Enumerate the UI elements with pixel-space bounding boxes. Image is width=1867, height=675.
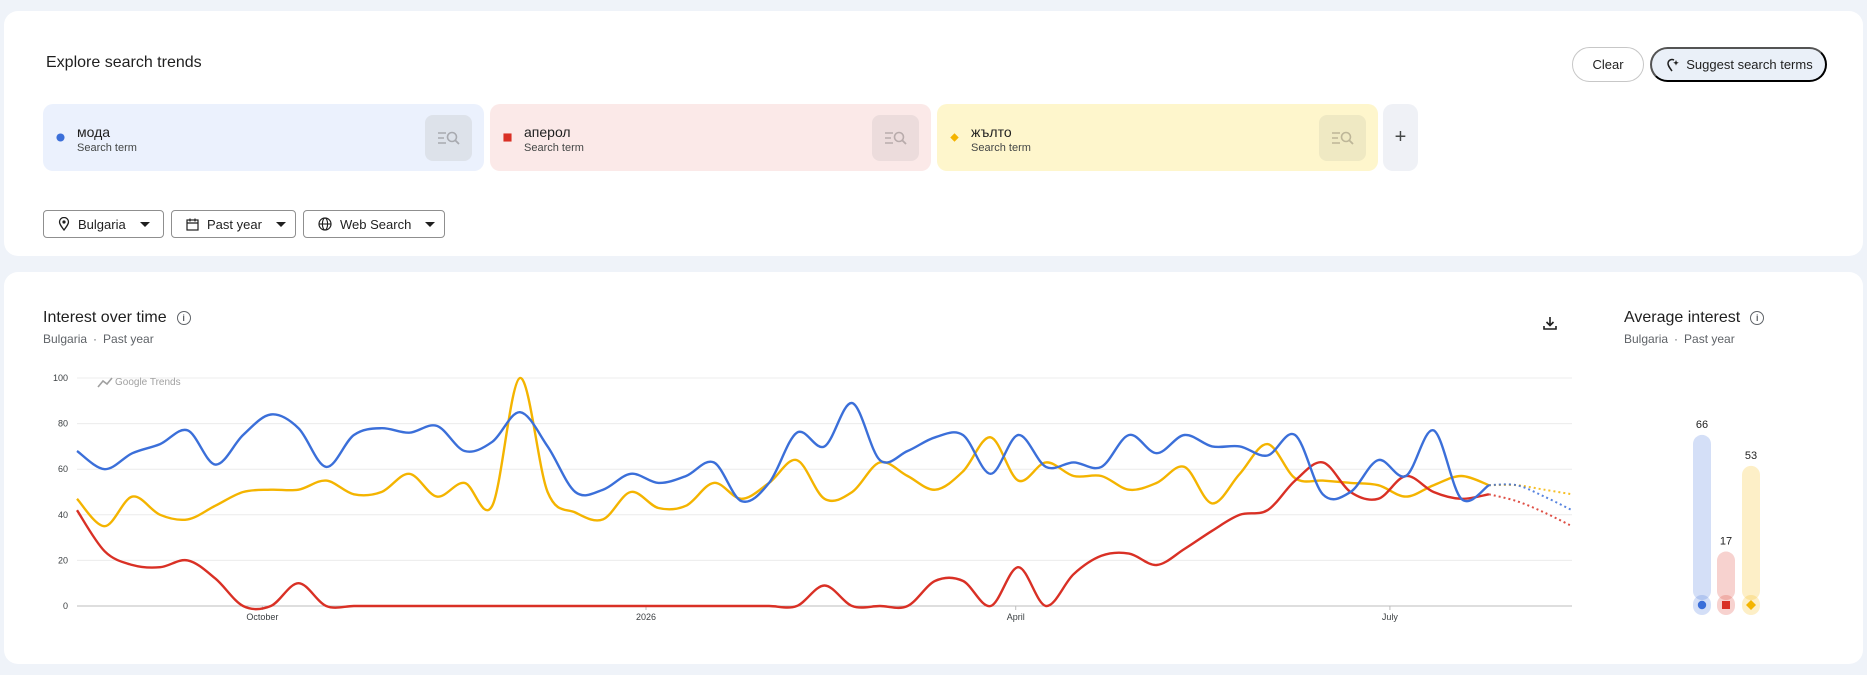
separator-dot: ·: [1674, 332, 1679, 346]
average-period: Past year: [1684, 332, 1735, 346]
square-marker-icon: [503, 133, 512, 142]
y-tick-label: 60: [58, 464, 68, 474]
location-filter[interactable]: Bulgaria: [43, 210, 164, 238]
add-term-button[interactable]: +: [1383, 104, 1418, 171]
info-icon[interactable]: i: [176, 311, 191, 325]
watermark-text: Google Trends: [115, 377, 181, 388]
search-term-card-1[interactable]: мода Search term: [43, 104, 484, 171]
y-tick-label: 0: [63, 601, 68, 611]
term-name[interactable]: жълто: [971, 124, 1012, 140]
x-tick-label: October: [246, 612, 278, 622]
x-tick-label: July: [1382, 612, 1399, 622]
diamond-marker-icon: [1746, 600, 1756, 610]
term-search-button[interactable]: [872, 115, 919, 161]
series-projection-3: [1488, 483, 1573, 496]
average-interest-title: Average interest i: [1624, 309, 1765, 327]
suggest-search-terms-button[interactable]: Suggest search terms: [1650, 47, 1827, 82]
calendar-icon: [186, 218, 199, 231]
explore-title: Explore search trends: [46, 54, 202, 71]
property-filter[interactable]: Web Search: [303, 210, 445, 238]
sparkle-pin-icon: [1667, 58, 1680, 71]
term-search-button[interactable]: [1319, 115, 1366, 161]
series-projection-1: [1488, 483, 1573, 512]
chevron-down-icon: [275, 221, 286, 227]
term-search-button[interactable]: [425, 115, 472, 161]
interest-period: Past year: [103, 332, 154, 346]
term-name[interactable]: мода: [77, 124, 111, 140]
list-search-icon: [437, 131, 460, 145]
y-tick-label: 100: [53, 373, 68, 383]
chevron-down-icon: [425, 221, 436, 227]
x-tick-label: April: [1007, 612, 1025, 622]
interest-over-time-title: Interest over time i: [43, 309, 191, 327]
results-card: Interest over time i Bulgaria · Past year …: [4, 272, 1863, 664]
average-bar: [1693, 434, 1711, 600]
explore-card: Explore search trends Clear Suggest sear…: [4, 11, 1863, 256]
globe-icon: [318, 217, 332, 231]
search-term-card-3[interactable]: жълто Search term: [937, 104, 1378, 171]
interest-subtitle: Bulgaria · Past year: [43, 332, 154, 346]
interest-location: Bulgaria: [43, 332, 88, 346]
average-value-label: 66: [1696, 419, 1708, 431]
term-subtitle: Search term: [971, 142, 1031, 154]
average-title-text: Average interest: [1624, 309, 1741, 326]
trend-arrow-icon: [97, 377, 113, 388]
average-location: Bulgaria: [1624, 332, 1669, 346]
series-line-2: [75, 461, 1490, 611]
time-filter-label: Past year: [207, 216, 262, 232]
google-trends-watermark: Google Trends: [97, 377, 181, 388]
suggest-label: Suggest search terms: [1686, 57, 1813, 72]
term-subtitle: Search term: [77, 142, 137, 154]
list-search-icon: [1331, 131, 1354, 145]
clear-button[interactable]: Clear: [1572, 47, 1644, 82]
circle-marker-icon: [1697, 600, 1707, 610]
average-bar: [1742, 465, 1760, 600]
info-icon[interactable]: i: [1750, 311, 1765, 325]
search-term-card-2[interactable]: аперол Search term: [490, 104, 931, 171]
separator-dot: ·: [93, 332, 98, 346]
average-value-label: 53: [1745, 450, 1757, 462]
y-tick-label: 40: [58, 510, 68, 520]
x-tick-label: 2026: [636, 612, 656, 622]
time-filter[interactable]: Past year: [171, 210, 296, 238]
series-line-1: [76, 401, 1490, 503]
average-bar: [1717, 551, 1735, 600]
average-value-label: 17: [1720, 536, 1732, 548]
average-subtitle: Bulgaria · Past year: [1624, 332, 1735, 346]
y-tick-label: 80: [58, 419, 68, 429]
interest-title-text: Interest over time: [43, 309, 167, 326]
location-filter-label: Bulgaria: [78, 216, 126, 232]
diamond-marker-icon: [950, 133, 959, 142]
term-subtitle: Search term: [524, 142, 584, 154]
series-projection-2: [1488, 493, 1573, 528]
download-icon[interactable]: [1542, 315, 1558, 336]
chevron-down-icon: [139, 221, 150, 227]
square-marker-icon: [1722, 601, 1730, 609]
list-search-icon: [884, 131, 907, 145]
term-name[interactable]: аперол: [524, 124, 571, 140]
property-filter-label: Web Search: [340, 216, 412, 232]
location-pin-icon: [58, 217, 70, 231]
y-tick-label: 20: [58, 555, 68, 565]
circle-marker-icon: [56, 133, 65, 142]
series-line-3: [76, 376, 1490, 528]
interest-chart: 100 80 60 40 20 0 October 2026 April July Google T…: [53, 373, 1760, 622]
